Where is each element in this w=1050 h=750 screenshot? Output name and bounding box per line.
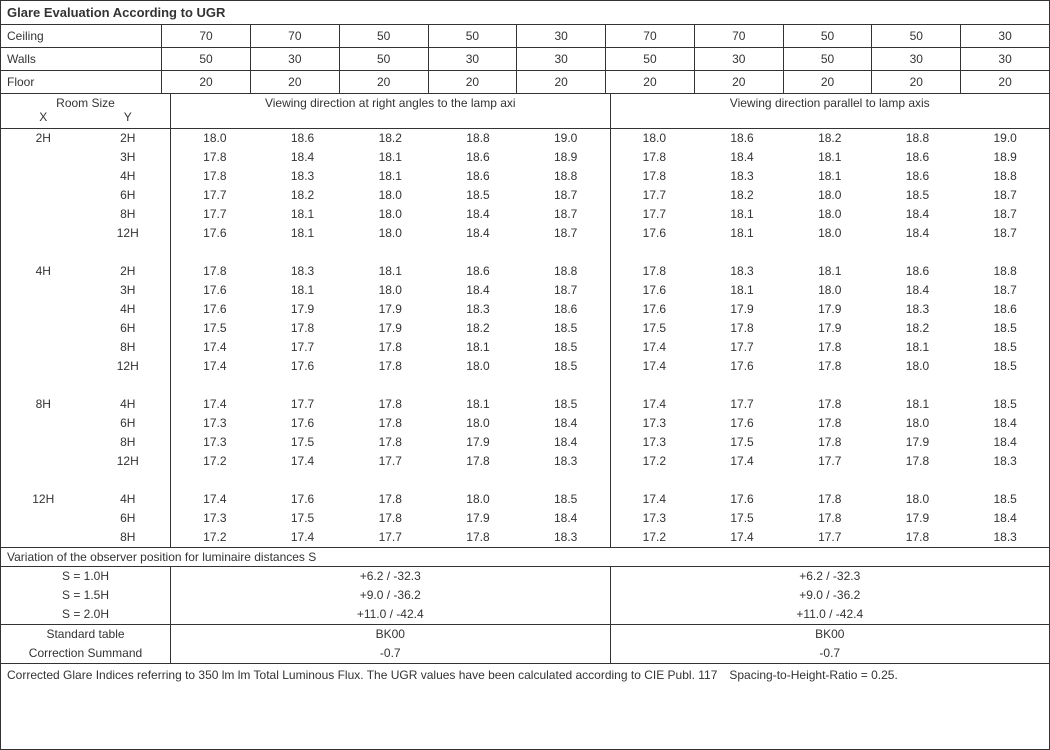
table-row: 17.617.917.918.318.6: [611, 300, 1050, 319]
standard-rows: Standard table Correction Summand BK00 -…: [1, 625, 1049, 664]
variation-labels: S = 1.0H S = 1.5H S = 2.0H: [1, 567, 171, 624]
floor-label: Floor: [1, 71, 162, 94]
page-title: Glare Evaluation According to UGR: [1, 1, 1049, 25]
variation-left: +6.2 / -32.3 +9.0 / -36.2 +11.0 / -42.4: [171, 567, 611, 624]
ceiling-label: Ceiling: [1, 25, 162, 48]
table-row: 17.618.118.018.418.7: [171, 281, 610, 300]
viewing-direction-row: Room Size X Y Viewing direction at right…: [1, 94, 1049, 129]
table-row: 17.417.617.818.018.5: [611, 357, 1050, 376]
standard-right: BK00 -0.7: [611, 625, 1050, 663]
table-row: 17.417.717.818.118.5: [171, 395, 610, 414]
xy-row: 12H: [1, 357, 170, 376]
ugr-table-container: Glare Evaluation According to UGR Ceilin…: [0, 0, 1050, 750]
room-size-header: Room Size X Y: [1, 94, 171, 128]
footnote: Corrected Glare Indices referring to 350…: [1, 664, 1049, 686]
xy-row: 8H: [1, 205, 170, 224]
table-row: 17.517.817.918.218.5: [611, 319, 1050, 338]
table-row: 17.417.617.818.018.5: [171, 357, 610, 376]
table-row: 17.818.318.118.618.8: [171, 167, 610, 186]
xy-row: 3H: [1, 281, 170, 300]
table-row: 17.718.118.018.418.7: [611, 205, 1050, 224]
standard-labels: Standard table Correction Summand: [1, 625, 171, 663]
xy-row: 8H: [1, 338, 170, 357]
xy-row: 12H: [1, 452, 170, 471]
table-row: 18.018.618.218.819.0: [171, 129, 610, 148]
table-row: 17.317.517.817.918.4: [171, 509, 610, 528]
xy-row: 4H2H: [1, 262, 170, 281]
walls-label: Walls: [1, 48, 162, 71]
table-row: 17.417.617.818.018.5: [611, 490, 1050, 509]
table-row: 17.617.917.918.318.6: [171, 300, 610, 319]
table-row: 17.317.617.818.018.4: [171, 414, 610, 433]
xy-row: 12H: [1, 224, 170, 243]
table-row: 17.718.118.018.418.7: [171, 205, 610, 224]
header-table: Ceiling 70 70 50 50 30 70 70 50 50 30 Wa…: [1, 25, 1049, 94]
table-row: 17.317.617.818.018.4: [611, 414, 1050, 433]
table-row: 17.718.218.018.518.7: [171, 186, 610, 205]
table-row: 17.818.318.118.618.8: [611, 167, 1050, 186]
table-row: 17.317.517.817.918.4: [171, 433, 610, 452]
table-row: 17.217.417.717.818.3: [171, 452, 610, 471]
xy-row: 2H2H: [1, 129, 170, 148]
variation-right: +6.2 / -32.3 +9.0 / -36.2 +11.0 / -42.4: [611, 567, 1050, 624]
table-row: 17.217.417.717.818.3: [611, 528, 1050, 547]
table-row: 17.317.517.817.918.4: [611, 433, 1050, 452]
table-row: 17.417.717.818.118.5: [611, 338, 1050, 357]
xy-row: 4H: [1, 300, 170, 319]
xy-row: 6H: [1, 319, 170, 338]
xy-row: 4H: [1, 167, 170, 186]
table-row: 17.317.517.817.918.4: [611, 509, 1050, 528]
xy-column: 2H2H3H4H6H8H12H4H2H3H4H6H8H12H8H4H6H8H12…: [1, 129, 171, 547]
data-grid: 2H2H3H4H6H8H12H4H2H3H4H6H8H12H8H4H6H8H12…: [1, 129, 1049, 548]
table-row: 17.618.118.018.418.7: [611, 224, 1050, 243]
data-left-block: 18.018.618.218.819.017.818.418.118.618.9…: [171, 129, 611, 547]
table-row: 18.018.618.218.819.0: [611, 129, 1050, 148]
table-row: 17.818.418.118.618.9: [611, 148, 1050, 167]
xy-row: 3H: [1, 148, 170, 167]
table-row: 17.818.318.118.618.8: [611, 262, 1050, 281]
xy-row: 8H: [1, 433, 170, 452]
table-row: 17.217.417.717.818.3: [611, 452, 1050, 471]
table-row: 17.417.717.818.118.5: [611, 395, 1050, 414]
data-right-block: 18.018.618.218.819.017.818.418.118.618.9…: [611, 129, 1050, 547]
xy-row: 6H: [1, 186, 170, 205]
xy-row: 8H: [1, 528, 170, 547]
table-row: 17.818.318.118.618.8: [171, 262, 610, 281]
table-row: 17.417.717.818.118.5: [171, 338, 610, 357]
variation-title: Variation of the observer position for l…: [1, 548, 1049, 567]
table-row: 17.818.418.118.618.9: [171, 148, 610, 167]
variation-rows: S = 1.0H S = 1.5H S = 2.0H +6.2 / -32.3 …: [1, 567, 1049, 625]
xy-row: 6H: [1, 509, 170, 528]
viewing-left: Viewing direction at right angles to the…: [171, 94, 611, 128]
standard-left: BK00 -0.7: [171, 625, 611, 663]
table-row: 17.618.118.018.418.7: [611, 281, 1050, 300]
table-row: 17.217.417.717.818.3: [171, 528, 610, 547]
xy-row: 8H4H: [1, 395, 170, 414]
table-row: 17.618.118.018.418.7: [171, 224, 610, 243]
xy-row: 12H4H: [1, 490, 170, 509]
xy-row: 6H: [1, 414, 170, 433]
table-row: 17.417.617.818.018.5: [171, 490, 610, 509]
table-row: 17.517.817.918.218.5: [171, 319, 610, 338]
viewing-right: Viewing direction parallel to lamp axis: [611, 94, 1050, 128]
table-row: 17.718.218.018.518.7: [611, 186, 1050, 205]
